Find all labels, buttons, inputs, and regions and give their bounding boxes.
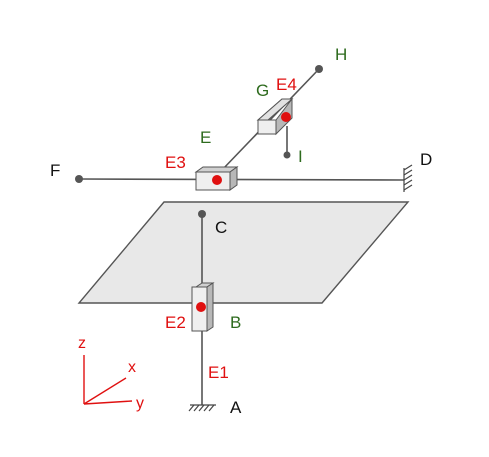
ground-support-a	[188, 404, 216, 412]
ground-plane	[77, 201, 410, 304]
label-i: I	[298, 147, 303, 166]
joint-e3-dot	[212, 175, 222, 185]
label-a: A	[230, 398, 242, 417]
label-e3: E3	[165, 153, 186, 172]
label-h: H	[335, 45, 347, 64]
label-d: D	[420, 150, 432, 169]
axis-label-z: z	[78, 335, 86, 352]
label-e: E	[200, 128, 211, 147]
block-e2	[191, 282, 215, 332]
point-f	[75, 175, 83, 183]
label-b: B	[230, 313, 241, 332]
joint-e2-dot	[196, 302, 206, 312]
block-e3	[194, 166, 239, 191]
axis-label-x: x	[128, 359, 136, 376]
block-e4	[256, 97, 294, 136]
ground-support-d	[403, 164, 413, 192]
label-c: C	[215, 218, 227, 237]
axis-triad	[83, 355, 133, 405]
point-h	[315, 65, 323, 73]
label-e2: E2	[165, 313, 186, 332]
label-e4: E4	[276, 75, 297, 94]
label-f: F	[50, 161, 60, 180]
point-c	[198, 210, 206, 218]
point-i	[283, 151, 291, 159]
rod-fd	[78, 178, 405, 181]
label-g: G	[256, 81, 269, 100]
axis-label-y: y	[136, 395, 144, 412]
label-e1: E1	[208, 363, 229, 382]
joint-e4-dot	[281, 112, 291, 122]
